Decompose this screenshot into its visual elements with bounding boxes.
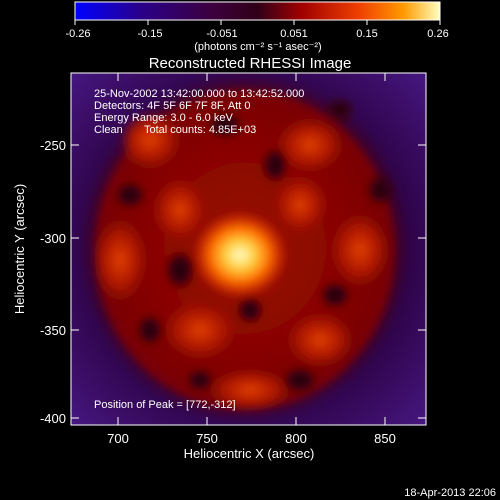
x-tick-label: 700: [107, 431, 129, 446]
timestamp: 18-Apr-2013 22:06: [404, 487, 496, 499]
rhessi-image: [71, 73, 426, 425]
x-tick-label: 850: [374, 431, 396, 446]
colorbar-tick-label: -0.26: [65, 28, 90, 40]
annotation-total-counts: Total counts: 4.85E+03: [144, 124, 256, 136]
x-tick-label: 750: [196, 431, 218, 446]
x-tick-label: 800: [285, 431, 307, 446]
colorbar-units: (photons cm⁻² s⁻¹ asec⁻²): [194, 41, 321, 53]
axis-ticks: [71, 73, 426, 425]
annotation-time-range: 25-Nov-2002 13:42:00.000 to 13:42:52.000: [94, 88, 304, 100]
colorbar-tick-label: 0.051: [280, 28, 308, 40]
annotation-detectors: Detectors: 4F 5F 6F 7F 8F, Att 0: [94, 100, 251, 112]
plot-title: Reconstructed RHESSI Image: [149, 55, 352, 72]
annotation-energy-range: Energy Range: 3.0 - 6.0 keV: [94, 112, 233, 124]
annotation-block: 25-Nov-2002 13:42:00.000 to 13:42:52.000…: [94, 88, 304, 136]
y-tick-label: -300: [40, 231, 66, 246]
colorbar: [74, 1, 441, 21]
y-tick-label: -250: [40, 138, 66, 153]
plot-frame: [70, 72, 427, 426]
colorbar-tick-label: 0.15: [356, 28, 377, 40]
y-axis-label: Heliocentric Y (arcsec): [12, 184, 27, 314]
y-tick-label: -350: [40, 323, 66, 338]
colorbar-tick-label: 0.26: [427, 28, 448, 40]
y-tick-label: -400: [40, 411, 66, 426]
colorbar-tick-label: -0.051: [206, 28, 237, 40]
annotation-algorithm: Clean: [94, 124, 123, 136]
annotation-peak-position: Position of Peak = [772,-312]: [94, 399, 236, 411]
colorbar-ticks: [74, 20, 441, 25]
colorbar-tick-label: -0.15: [137, 28, 162, 40]
x-axis-label: Heliocentric X (arcsec): [184, 446, 315, 461]
